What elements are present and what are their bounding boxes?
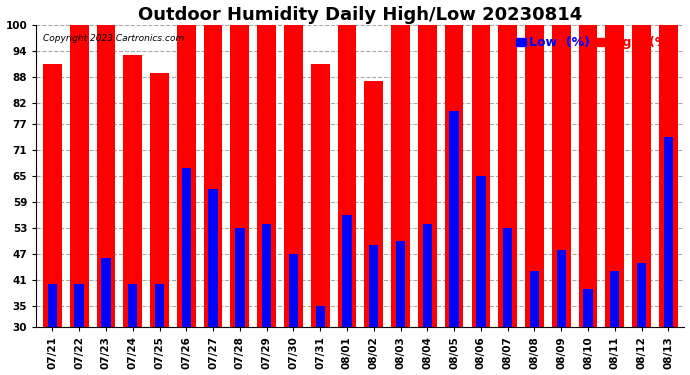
Bar [364,81,383,327]
Bar [369,245,379,327]
Bar [177,25,196,327]
Bar [310,64,330,327]
Bar [181,168,191,327]
Bar [664,137,673,327]
Bar [579,25,598,327]
Bar [423,224,432,327]
Bar [525,25,544,327]
Bar [552,25,571,327]
Bar [445,25,464,327]
Bar [449,111,459,327]
Bar [610,271,620,327]
Legend: Low  (%), High  (%): Low (%), High (%) [511,32,678,54]
Bar [150,73,169,327]
Bar [503,228,513,327]
Bar [605,25,624,327]
Bar [342,215,352,327]
Bar [476,176,486,327]
Bar [230,25,249,327]
Bar [43,64,62,327]
Bar [101,258,110,327]
Bar [337,25,356,327]
Bar [124,56,142,327]
Bar [632,25,651,327]
Bar [257,25,276,327]
Bar [48,284,57,327]
Bar [204,25,222,327]
Bar [262,224,271,327]
Bar [557,250,566,327]
Bar [128,284,137,327]
Bar [498,25,517,327]
Bar [530,271,539,327]
Bar [235,228,244,327]
Bar [315,306,325,327]
Bar [97,25,115,327]
Bar [471,25,491,327]
Bar [70,25,88,327]
Bar [75,284,84,327]
Bar [637,262,647,327]
Bar [208,189,218,327]
Bar [396,241,405,327]
Bar [284,25,303,327]
Bar [583,288,593,327]
Title: Outdoor Humidity Daily High/Low 20230814: Outdoor Humidity Daily High/Low 20230814 [138,6,582,24]
Bar [288,254,298,327]
Text: Copyright 2023 Cartronics.com: Copyright 2023 Cartronics.com [43,34,184,43]
Bar [155,284,164,327]
Bar [391,25,410,327]
Bar [418,25,437,327]
Bar [659,25,678,327]
